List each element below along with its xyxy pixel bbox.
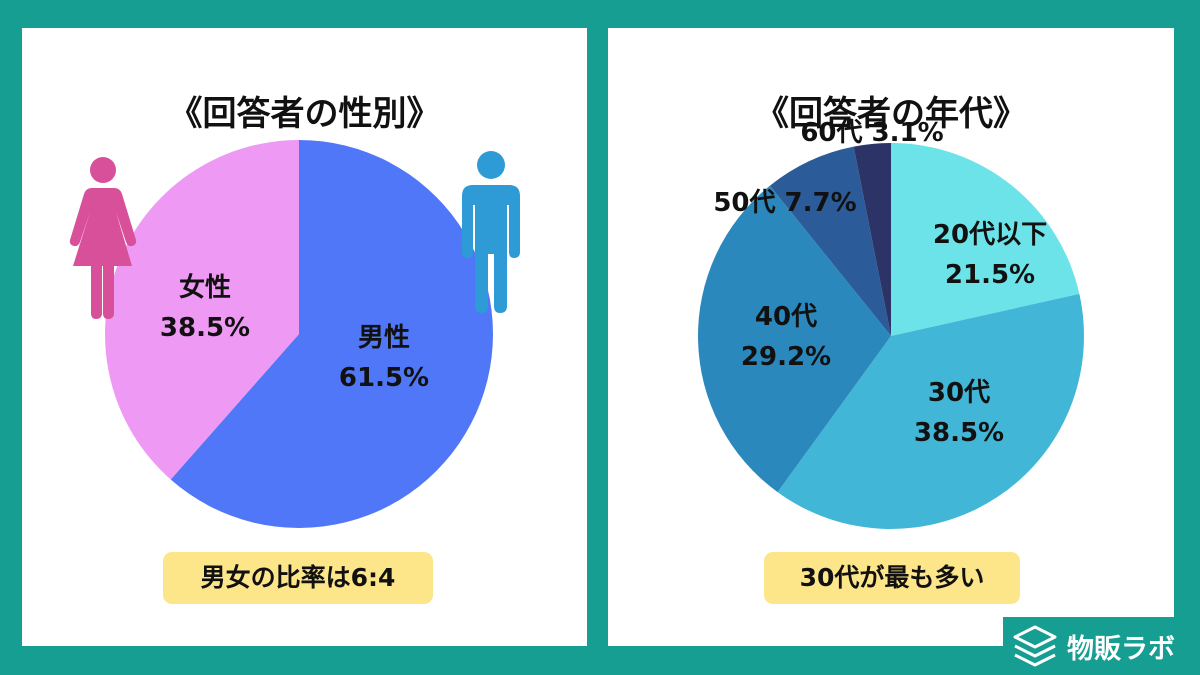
- age-label-4-name: 60代 3.1%: [800, 118, 943, 148]
- male-person-icon: [462, 151, 520, 313]
- female-person-icon: [69, 157, 137, 319]
- age-slice-3: [769, 146, 891, 336]
- age-label-1-name: 30代: [928, 378, 990, 408]
- age-slice-0: [891, 143, 1080, 336]
- age-slice-1: [777, 293, 1084, 529]
- gender-slice-1: [105, 140, 300, 480]
- age-label-2-value: 29.2%: [741, 342, 831, 372]
- age-chart-panel: 《回答者の年代》 20代以下 21.5% 30代 38.5% 40代 29.2% 50代 7…: [608, 28, 1174, 646]
- age-label-0-name: 20代以下: [933, 220, 1047, 250]
- gender-slice-0: [170, 140, 494, 528]
- stacked-layers-icon: [1013, 625, 1057, 667]
- gender-pie-chart: 男性 61.5% 女性 38.5%: [69, 140, 520, 528]
- gender-label-1-name: 女性: [179, 272, 231, 303]
- age-slice-2: [698, 185, 891, 493]
- gender-label-1-value: 38.5%: [160, 313, 250, 343]
- age-callout: 30代が最も多い: [764, 552, 1020, 604]
- age-label-3-name: 50代 7.7%: [713, 188, 856, 218]
- age-label-1-value: 38.5%: [914, 418, 1004, 448]
- gender-callout: 男女の比率は6:4: [163, 552, 433, 604]
- age-slice-4: [853, 143, 891, 336]
- age-label-0-value: 21.5%: [945, 260, 1035, 290]
- gender-label-0-value: 61.5%: [339, 363, 429, 393]
- age-label-2-name: 40代: [755, 302, 817, 332]
- age-pie-chart: 20代以下 21.5% 30代 38.5% 40代 29.2% 50代 7.7% 60代 3.…: [698, 118, 1084, 529]
- gender-label-0-name: 男性: [358, 323, 410, 353]
- gender-chart-title: 《回答者の性別》: [168, 94, 441, 134]
- brand-name: 物販ラボ: [1067, 633, 1175, 665]
- gender-chart-panel: 《回答者の性別》 男性 61.5% 女性 38.5% 男女の比率は6:4: [22, 28, 587, 646]
- age-chart-title: 《回答者の年代》: [755, 94, 1027, 134]
- brand-logo: 物販ラボ: [1003, 617, 1200, 675]
